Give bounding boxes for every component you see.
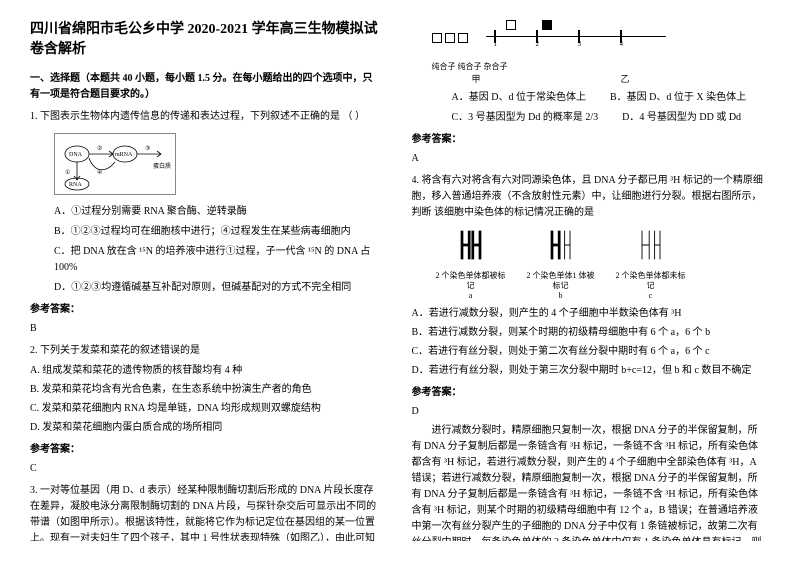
q3-ans-head: 参考答案： [412, 132, 764, 148]
q4-explanation: 进行减数分裂时，精原细胞只复制一次，根据 DNA 分子的半保留复制，所有 DNA… [412, 423, 764, 541]
svg-text:①: ① [65, 169, 70, 176]
svg-text:DNA: DNA [69, 152, 83, 158]
left-column: 四川省绵阳市毛公乡中学 2020-2021 学年高三生物模拟试卷含解析 一、选择… [30, 20, 382, 541]
chrom-a-label: 2 个染色单体都被标记 [436, 271, 506, 290]
svg-text:②: ② [97, 145, 102, 152]
q1-ans: B [30, 321, 382, 337]
q1-optC: C．把 DNA 放在含 ¹⁵N 的培养液中进行①过程，子一代含 ¹⁵N 的 DN… [54, 244, 382, 276]
page-title: 四川省绵阳市毛公乡中学 2020-2021 学年高三生物模拟试卷含解析 [30, 20, 382, 59]
q3-fig-letters: 甲 乙 [472, 72, 764, 86]
chrom-b-sub: b [526, 290, 596, 303]
q3-fig-right: 1 2 3 4 [486, 20, 666, 55]
circle-icon [506, 20, 516, 30]
q4-optD: D．若进行有丝分裂，则处于第三次分裂中期时 b+c=12，但 b 和 c 数目不… [412, 363, 764, 379]
chrom-b-icon [531, 227, 591, 263]
q2-ans: C [30, 461, 382, 477]
q4-ans-head: 参考答案： [412, 385, 764, 401]
q4-optA: A．若进行减数分裂，则产生的 4 个子细胞中半数染色体有 ³H [412, 306, 764, 322]
pedigree-line: 1 2 3 4 [486, 36, 666, 55]
q3-fig-left [432, 33, 468, 43]
svg-text:④: ④ [97, 169, 102, 176]
cap-a: 甲 [472, 72, 481, 86]
cap-b: 乙 [621, 72, 630, 86]
q3-optB: B．基因 D、d 位于 X 染色体上 [610, 90, 746, 106]
q4-stem: 4. 将含有六对将含有六对同源染色体，且 DNA 分子都已用 ³H 标记的一个精… [412, 173, 764, 221]
chrom-b-label: 2 个染色单体1 体被标记 [526, 271, 596, 290]
square-icon [458, 33, 468, 43]
square-icon [445, 33, 455, 43]
chrom-c-label: 2 个染色单体都未标记 [616, 271, 686, 290]
q2-optB: B. 发菜和菜花均含有光合色素，在生态系统中扮演生产者的角色 [30, 382, 382, 398]
svg-text:mRNA: mRNA [115, 152, 133, 158]
right-column: 1 2 3 4 纯合子 纯合子 杂合子 甲 乙 A．基因 D、d 位于常染色体上… [412, 20, 764, 541]
chrom-c-sub: c [616, 290, 686, 303]
circle-filled-icon [542, 20, 552, 30]
q1-optD: D．①②③均遵循碱基互补配对原则，但碱基配对的方式不完全相同 [54, 280, 382, 296]
q3-optD: D．4 号基因型为 DD 或 Dd [622, 110, 741, 126]
q2-optA: A. 组成发菜和菜花的遗传物质的核苷酸均有 4 种 [30, 363, 382, 379]
q3-figure: 1 2 3 4 [432, 20, 764, 55]
q4-ans: D [412, 404, 764, 420]
q2-ans-head: 参考答案： [30, 442, 382, 458]
q1-optB: B．①②③过程均可在细胞核中进行；④过程发生在某些病毒细胞内 [54, 224, 382, 240]
chrom-a-sub: a [436, 290, 506, 303]
q4-chromosomes: 2 个染色单体都被标记 a 2 个染色单体1 体被标记 b 2 个染色单体都未标… [436, 227, 764, 303]
q3-optC: C．3 号基因型为 Dd 的概率是 2/3 [452, 110, 599, 126]
q3-optA: A．基因 D、d 位于常染色体上 [452, 90, 586, 106]
q2-stem: 2. 下列关于发菜和菜花的叙述错误的是 [30, 343, 382, 359]
q3-stem: 3. 一对等位基因（用 D、d 表示）经某种限制酶切割后形成的 DNA 片段长度… [30, 483, 382, 541]
caption-text: 纯合子 纯合子 杂合子 [432, 61, 508, 74]
q2-optD: D. 发菜和菜花细胞内蛋白质合成的场所相同 [30, 420, 382, 436]
q1-stem: 1. 下图表示生物体内遗传信息的传递和表达过程，下列叙述不正确的是 （ ） [30, 109, 382, 125]
svg-text:蛋白质: 蛋白质 [153, 162, 171, 170]
svg-text:③: ③ [145, 145, 150, 152]
chrom-a-icon [441, 227, 501, 263]
q1-ans-head: 参考答案： [30, 302, 382, 318]
section-1-head: 一、选择题（本题共 40 小题，每小题 1.5 分。在每小题给出的四个选项中，只… [30, 71, 382, 103]
q1-figure: DNA ② mRNA ③ ① ④ RNA 蛋白质 [54, 133, 176, 195]
square-icon [432, 33, 442, 43]
svg-text:RNA: RNA [69, 182, 82, 188]
q1-optA: A．①过程分别需要 RNA 聚合酶、逆转录酶 [54, 204, 382, 220]
q2-optC: C. 发菜和菜花细胞内 RNA 均是单链，DNA 均形成规则双螺旋结构 [30, 401, 382, 417]
q4-optC: C．若进行有丝分裂，则处于第二次有丝分裂中期时有 6 个 a，6 个 c [412, 344, 764, 360]
chrom-c-icon [621, 227, 681, 263]
q3-ans: A [412, 151, 764, 167]
q4-optB: B．若进行减数分裂，则某个时期的初级精母细胞中有 6 个 a，6 个 b [412, 325, 764, 341]
